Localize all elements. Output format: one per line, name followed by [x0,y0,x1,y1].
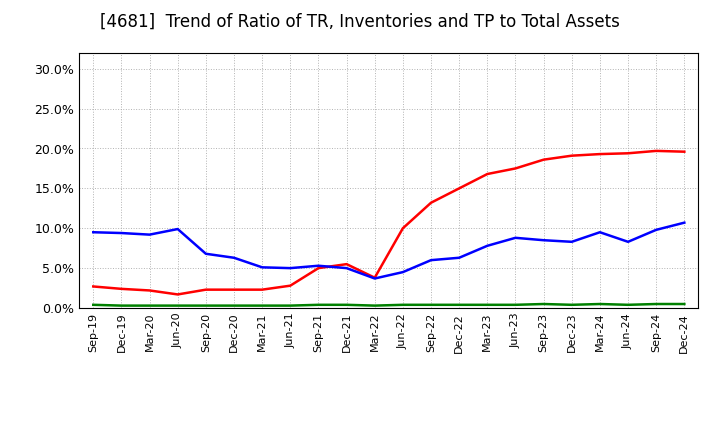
Trade Receivables [624,150,632,156]
Trade Payables [145,303,154,308]
Trade Receivables [539,157,548,162]
Inventories [399,269,408,275]
Trade Receivables [342,261,351,267]
Trade Receivables [174,292,182,297]
Inventories [145,232,154,237]
Trade Receivables [258,287,266,292]
Trade Receivables [117,286,126,291]
Inventories [455,255,464,260]
Line: Trade Receivables: Trade Receivables [94,151,684,294]
Trade Receivables [230,287,238,292]
Inventories [202,251,210,257]
Inventories [258,265,266,270]
Inventories [539,238,548,243]
Trade Payables [286,303,294,308]
Inventories [483,243,492,249]
Line: Inventories: Inventories [94,223,684,279]
Inventories [624,239,632,245]
Trade Receivables [145,288,154,293]
Trade Receivables [483,171,492,176]
Inventories [286,265,294,271]
Trade Receivables [399,226,408,231]
Trade Payables [652,301,660,307]
Trade Payables [427,302,436,308]
Text: [4681]  Trend of Ratio of TR, Inventories and TP to Total Assets: [4681] Trend of Ratio of TR, Inventories… [100,13,620,31]
Trade Payables [680,301,688,307]
Inventories [511,235,520,240]
Trade Payables [258,303,266,308]
Trade Payables [624,302,632,308]
Inventories [89,230,98,235]
Trade Payables [230,303,238,308]
Trade Payables [202,303,210,308]
Trade Payables [511,302,520,308]
Inventories [567,239,576,245]
Trade Payables [314,302,323,308]
Trade Receivables [89,284,98,289]
Trade Payables [539,301,548,307]
Trade Receivables [455,186,464,191]
Trade Payables [342,302,351,308]
Trade Payables [455,302,464,308]
Trade Receivables [652,148,660,154]
Trade Payables [399,302,408,308]
Inventories [427,257,436,263]
Inventories [117,231,126,236]
Trade Receivables [595,151,604,157]
Inventories [230,255,238,260]
Trade Receivables [511,166,520,171]
Trade Payables [174,303,182,308]
Trade Payables [483,302,492,308]
Inventories [595,230,604,235]
Inventories [680,220,688,225]
Trade Payables [567,302,576,308]
Trade Payables [117,303,126,308]
Trade Receivables [202,287,210,292]
Trade Receivables [427,200,436,205]
Trade Receivables [370,275,379,280]
Trade Receivables [567,153,576,158]
Line: Trade Payables: Trade Payables [94,304,684,306]
Inventories [314,263,323,268]
Inventories [370,276,379,281]
Trade Payables [595,301,604,307]
Trade Receivables [680,149,688,154]
Trade Payables [370,303,379,308]
Trade Receivables [314,265,323,271]
Inventories [652,227,660,232]
Inventories [342,265,351,271]
Trade Receivables [286,283,294,288]
Trade Payables [89,302,98,308]
Inventories [174,227,182,232]
